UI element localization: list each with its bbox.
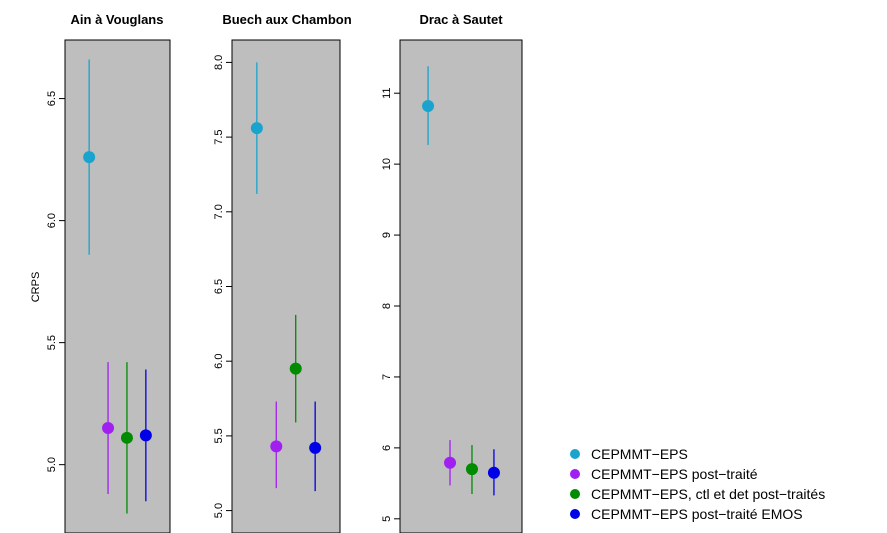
plot-area [399,39,523,533]
data-point [250,122,263,135]
y-tick-label: 9 [381,232,393,238]
data-point [102,422,115,435]
legend-marker [570,509,580,519]
y-tick-label: 6 [381,445,393,451]
plot-area [231,39,341,533]
panel-title: Drac à Sautet [419,12,503,27]
plot-area [64,39,171,533]
panel-1: Ain à Vouglans CRPS 5.0 5.5 6.0 6.5 [30,12,171,533]
y-tick-label: 6.0 [213,354,225,369]
data-point [487,466,500,479]
panel-3: Drac à Sautet 5 6 7 8 9 10 11 [381,12,523,533]
data-point [309,441,322,454]
legend-label: CEPMMT−EPS, ctl et det post−traités [591,486,825,502]
y-tick-label: 10 [381,158,393,170]
y-tick-label: 5.5 [46,335,58,350]
y-tick-label: 5.0 [213,503,225,518]
y-tick-label: 6.5 [46,91,58,106]
data-point [83,151,96,164]
y-tick-label: 5.0 [46,457,58,472]
y-tick-label: 5.5 [213,428,225,443]
panel-title: Buech aux Chambon [222,12,351,27]
legend-marker [570,489,580,499]
y-tick-label: 11 [381,87,393,98]
y-tick-label: 7.0 [213,204,225,219]
y-tick-label: 7 [381,374,393,380]
y-tick-label: 6.5 [213,279,225,294]
panel-2: Buech aux Chambon 5.0 5.5 6.0 6.5 7.0 7.5 8.0 [213,12,352,533]
legend-marker [570,449,580,459]
legend-label: CEPMMT−EPS [591,446,688,462]
data-point [139,429,152,442]
y-axis-label: CRPS [30,272,42,303]
legend-label: CEPMMT−EPS post−traité EMOS [591,506,803,522]
legend-marker [570,469,580,479]
data-point [444,456,457,469]
y-tick-label: 7.5 [213,129,225,144]
y-tick-label: 6.0 [46,213,58,228]
data-point [289,362,302,375]
panel-title: Ain à Vouglans [71,12,164,27]
y-tick-label: 5 [381,516,393,522]
data-point [120,431,133,444]
legend-label: CEPMMT−EPS post−traité [591,466,758,482]
y-tick-label: 8.0 [213,55,225,70]
data-point [270,440,283,453]
data-point [465,463,478,476]
data-point [422,99,435,112]
legend: CEPMMT−EPS CEPMMT−EPS post−traité CEPMMT−E… [570,446,825,522]
y-tick-label: 8 [381,303,393,309]
